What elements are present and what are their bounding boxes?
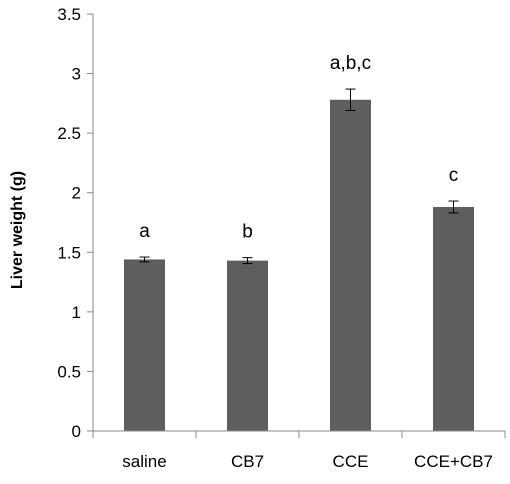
- significance-label: c: [449, 165, 459, 186]
- significance-label: b: [242, 222, 253, 243]
- y-tick-label: 3: [72, 65, 81, 84]
- significance-label: a,b,c: [330, 53, 371, 74]
- x-tick-label: CB7: [231, 452, 264, 471]
- y-tick-label: 1: [72, 303, 81, 322]
- y-tick-label: 0: [72, 422, 81, 441]
- y-axis-title: Liver weight (g): [9, 171, 26, 289]
- bar-cb7: [227, 260, 268, 431]
- bar-cce-cb7: [433, 207, 474, 431]
- y-tick-label: 1.5: [57, 243, 81, 262]
- x-axis: saline CB7 CCE CCE+CB7: [92, 430, 506, 471]
- y-axis: 0 0.5 1 1.5 2 2.5 3 3.5: [57, 5, 94, 441]
- significance-label: a: [139, 221, 150, 242]
- x-tick-label: CCE+CB7: [414, 452, 493, 471]
- bar-cce: [330, 99, 371, 431]
- y-tick-label: 2: [72, 184, 81, 203]
- x-tick-label: CCE: [333, 452, 369, 471]
- x-tick-label: saline: [122, 452, 166, 471]
- y-tick-label: 3.5: [57, 5, 81, 24]
- y-tick-label: 2.5: [57, 124, 81, 143]
- bars: a b a,b,c c: [124, 53, 474, 431]
- bar-saline: [124, 259, 165, 431]
- y-tick-label: 0.5: [57, 362, 81, 381]
